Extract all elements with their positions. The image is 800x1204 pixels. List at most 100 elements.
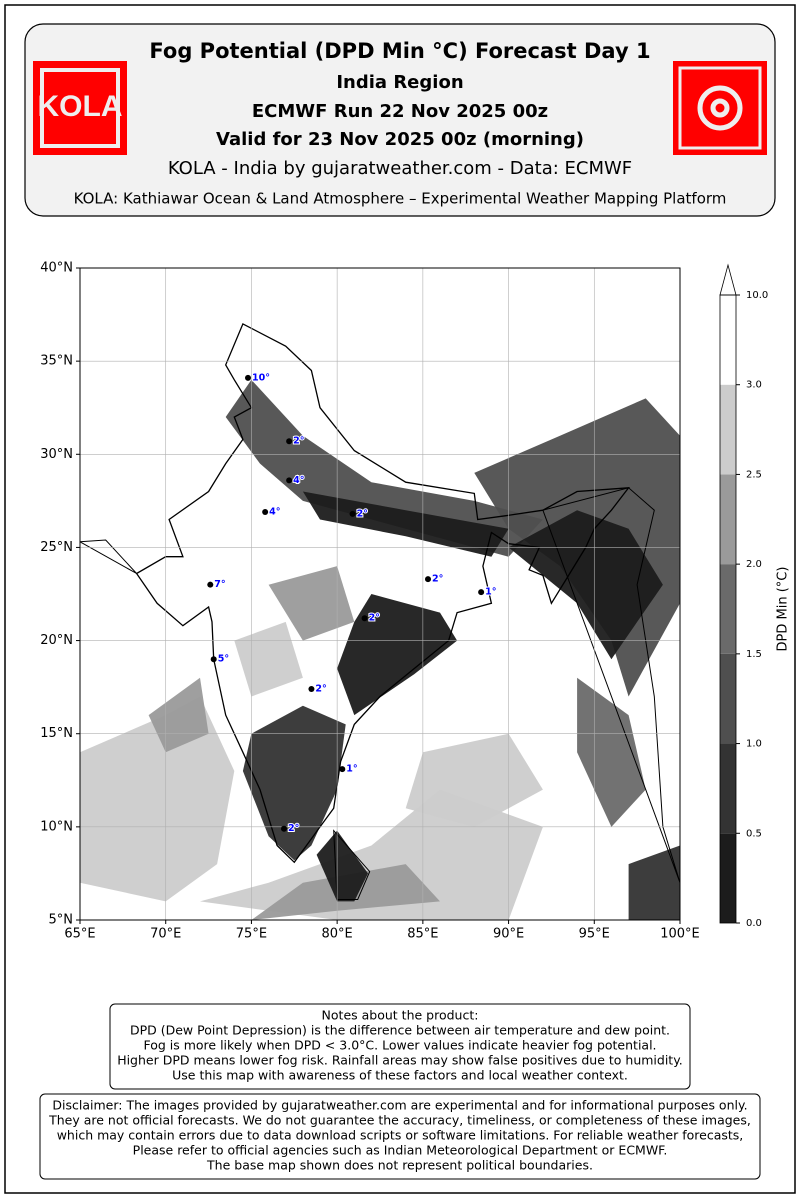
subtitle: Valid for 23 Nov 2025 00z (morning) <box>216 129 584 150</box>
notes-line: Fog is more likely when DPD < 3.0°C. Low… <box>143 1038 656 1053</box>
y-tick-label: 25°N <box>40 540 73 555</box>
station-label: 2° <box>288 823 299 834</box>
country-outline <box>135 322 630 864</box>
notes-title: Notes about the product: <box>322 1008 479 1023</box>
station-label: 5° <box>218 654 229 665</box>
logo-text: KOLA <box>38 90 123 123</box>
colorbar-tick-label: 2.0 <box>746 559 762 570</box>
station-dot <box>262 509 269 516</box>
colorbar-band <box>720 384 736 475</box>
swirl-icon <box>697 85 743 131</box>
map-frame <box>79 267 681 921</box>
notes-line: Higher DPD means lower fog risk. Rainfal… <box>117 1053 683 1068</box>
notes-box <box>109 1003 691 1090</box>
y-tick-label: 40°N <box>40 261 73 276</box>
station-label: 7° <box>214 579 225 590</box>
colorbar-band <box>720 653 736 744</box>
x-tick-label: 80°E <box>322 927 353 942</box>
x-tick-label: 95°E <box>579 927 610 942</box>
colorbar-tick-label: 3.0 <box>746 380 762 391</box>
y-tick-label: 35°N <box>40 354 73 369</box>
colorbar-band <box>720 295 736 385</box>
station-dot <box>339 766 346 773</box>
logo-frame <box>678 66 762 150</box>
platform: KOLA: Kathiawar Ocean & Land Atmosphere … <box>74 190 727 208</box>
station-label: 2° <box>293 436 304 447</box>
y-tick-label: 30°N <box>40 447 73 462</box>
fog-field <box>302 491 509 557</box>
disclaimer-line: Please refer to official agencies such a… <box>133 1143 668 1158</box>
y-tick-label: 20°N <box>40 633 73 648</box>
station-label: 4° <box>269 507 280 518</box>
station-label: 2° <box>369 613 380 624</box>
logo-bg <box>33 61 127 155</box>
station-dot <box>478 589 485 596</box>
colorbar-tick-label: 10.0 <box>746 290 768 301</box>
x-tick-label: 70°E <box>150 927 181 942</box>
coastline <box>80 539 137 574</box>
station-label: 1° <box>346 764 357 775</box>
colorbar-band <box>720 564 736 654</box>
colorbar-band <box>720 833 736 923</box>
station-dot <box>281 825 287 832</box>
station-dot <box>308 686 315 693</box>
disclaimer-line: which may contain errors due to data dow… <box>57 1128 744 1143</box>
station-dot <box>425 576 431 583</box>
colorbar-band <box>720 474 736 565</box>
fog-field <box>268 566 355 641</box>
station-dot <box>349 510 356 517</box>
subtitle: India Region <box>336 72 463 93</box>
fog-field <box>242 705 346 861</box>
logo-left: KOLA <box>33 61 127 155</box>
header-box <box>24 23 776 217</box>
logo-frame <box>40 68 120 148</box>
x-tick-label: 90°E <box>493 927 524 942</box>
title: Fog Potential (DPD Min °C) Forecast Day … <box>149 39 650 63</box>
y-tick-label: 15°N <box>40 726 73 741</box>
station-dot <box>207 581 214 588</box>
x-tick-label: 75°E <box>236 927 267 942</box>
notes-line: Use this map with awareness of these fac… <box>172 1068 628 1083</box>
colorbar-tick-label: 1.5 <box>746 649 762 660</box>
x-tick-label: 85°E <box>407 927 438 942</box>
station-label: 2° <box>432 574 443 585</box>
colorbar-frame <box>719 294 737 924</box>
station-label: 10° <box>252 372 270 383</box>
fog-field <box>337 594 458 716</box>
logo-right <box>673 61 767 155</box>
disclaimer-line: Disclaimer: The images provided by gujar… <box>52 1098 747 1113</box>
x-tick-label: 100°E <box>660 927 700 942</box>
island-outline <box>333 829 371 900</box>
station-dot <box>245 374 251 381</box>
credit: KOLA - India by gujaratweather.com - Dat… <box>168 158 632 179</box>
disclaimer-box <box>39 1093 761 1180</box>
station-label: 1° <box>485 587 496 598</box>
colorbar-tick-label: 1.0 <box>746 739 762 750</box>
colorbar-tick-label: 0.5 <box>746 828 762 839</box>
y-tick-label: 5°N <box>49 913 74 928</box>
fog-field <box>628 845 680 920</box>
fog-field <box>80 696 235 902</box>
x-tick-label: 65°E <box>64 927 95 942</box>
station-dot <box>286 477 293 484</box>
disclaimer-line: They are not official forecasts. We do n… <box>48 1113 751 1128</box>
y-tick-label: 10°N <box>40 819 73 834</box>
notes-line: DPD (Dew Point Depression) is the differ… <box>130 1023 670 1038</box>
map: 65°E 70°E 75°E 80°E 85°E 90°E 95°E 100°E 5°N 10°N… <box>40 261 700 942</box>
station-label: 2° <box>315 684 326 695</box>
station-dot <box>210 656 217 663</box>
station-label: 2° <box>357 508 368 519</box>
subtitle: ECMWF Run 22 Nov 2025 00z <box>252 101 548 122</box>
colorbar-label: DPD Min (°C) <box>776 567 791 652</box>
colorbar: 0.0 0.5 1.0 1.5 2.0 2.5 3.0 10.0 DPD Min (°C) <box>719 263 791 929</box>
station-dot <box>361 615 368 622</box>
logo-bg <box>673 61 767 155</box>
colorbar-band <box>720 743 736 834</box>
colorbar-tick-label: 0.0 <box>746 918 762 929</box>
disclaimer-line: The base map shown does not represent po… <box>206 1158 593 1173</box>
colorbar-tick-label: 2.5 <box>746 469 762 480</box>
fog-field <box>316 830 368 902</box>
fog-field <box>225 379 543 557</box>
